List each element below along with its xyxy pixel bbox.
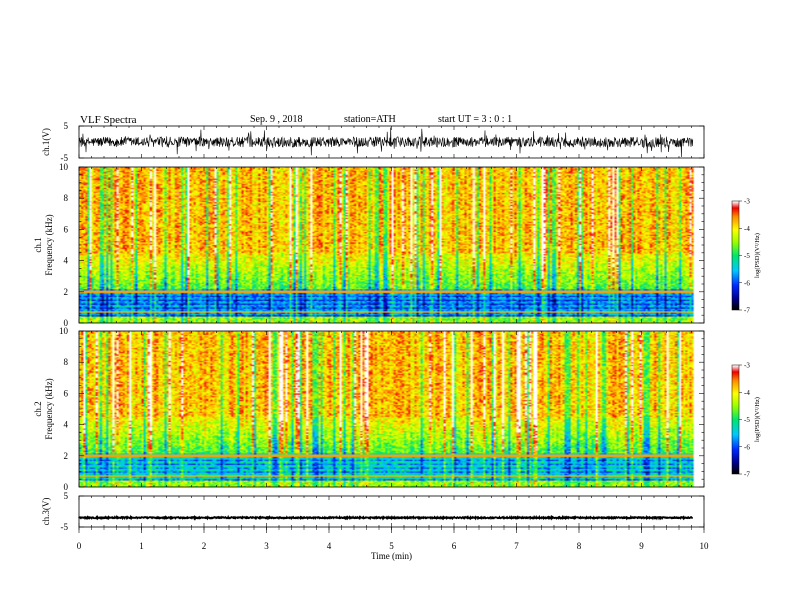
ch1-colorbar-tick: -5 xyxy=(744,252,750,260)
ch1-waveform-ylabel: ch.1(V) xyxy=(41,128,51,156)
ch3-waveform-ylabel: ch.3(V) xyxy=(41,498,51,526)
ch1-spectrogram-ytick: 10 xyxy=(59,162,69,172)
x-tick-label: 1 xyxy=(139,541,144,551)
ch2-spectrogram-ytick: 10 xyxy=(59,326,69,336)
waveform-series xyxy=(78,514,693,521)
start-time-label: start UT = 3 : 0 : 1 xyxy=(438,114,513,125)
ch2-colorbar-tick: -6 xyxy=(744,443,750,451)
ch2-colorbar-tick: -3 xyxy=(744,362,750,370)
ch1-spectrogram-ylabel-frequency: Frequency (kHz) xyxy=(44,214,54,275)
ch2-colorbar-label: log(PSD)(V²/Hz) xyxy=(754,397,761,442)
ch1-spectrogram-ytick: 8 xyxy=(64,193,69,203)
ch1-spectrogram-ytick: 6 xyxy=(64,224,69,234)
x-tick-label: 10 xyxy=(700,541,710,551)
ch1-colorbar xyxy=(732,201,739,310)
ch2-colorbar xyxy=(732,365,739,474)
ch2-spectrogram-ytick: 4 xyxy=(64,420,69,430)
x-tick-label: 6 xyxy=(452,541,457,551)
ch3-waveform-ytick: -5 xyxy=(61,522,69,532)
x-axis-label: Time (min) xyxy=(371,551,412,561)
ch2-spectrogram-ytick: 0 xyxy=(64,482,69,492)
ch3-waveform-ytick: 5 xyxy=(64,491,69,501)
ch2-colorbar-tick: -4 xyxy=(744,389,750,397)
recording-date: Sep. 9 , 2018 xyxy=(250,114,303,125)
ch1-colorbar-label: log(PSD)(V²/Hz) xyxy=(754,233,761,278)
waveform-series xyxy=(78,127,694,158)
x-tick-label: 9 xyxy=(639,541,644,551)
ch3-waveform-frame xyxy=(78,495,705,528)
spectrogram-image xyxy=(79,167,704,323)
station-label: station=ATH xyxy=(344,114,396,125)
ch1-colorbar-tick: -4 xyxy=(744,225,750,233)
ch2-spectrogram-ytick: 8 xyxy=(64,357,69,367)
x-tick-label: 3 xyxy=(264,541,269,551)
ch1-spectrogram-ytick: 4 xyxy=(64,256,69,266)
ch2-colorbar-tick: -5 xyxy=(744,416,750,424)
x-tick-label: 2 xyxy=(202,541,207,551)
ch2-spectrogram-ylabel-frequency: Frequency (kHz) xyxy=(44,378,54,439)
ch1-waveform-ytick: -5 xyxy=(61,153,69,163)
chart-title: VLF Spectra xyxy=(80,114,137,126)
ch1-waveform-ytick: 5 xyxy=(64,121,69,131)
ch1-colorbar-tick: -3 xyxy=(744,198,750,206)
ch1-spectrogram-ytick: 2 xyxy=(64,287,69,297)
x-tick-label: 8 xyxy=(577,541,582,551)
ch2-spectrogram-ylabel-channel: ch.2 xyxy=(33,401,43,416)
x-tick-label: 7 xyxy=(514,541,519,551)
ch1-spectrogram-ylabel-channel: ch.1 xyxy=(33,237,43,252)
spectrogram-image xyxy=(79,331,704,487)
x-tick-label: 5 xyxy=(389,541,394,551)
ch1-colorbar-tick: -7 xyxy=(744,307,750,315)
x-tick-label: 4 xyxy=(327,541,332,551)
ch1-spectrogram-ytick: 0 xyxy=(64,318,69,328)
ch2-colorbar-tick: -7 xyxy=(744,471,750,479)
ch2-spectrogram-ytick: 6 xyxy=(64,388,69,398)
ch1-colorbar-tick: -6 xyxy=(744,279,750,287)
ch2-spectrogram-ytick: 2 xyxy=(64,451,69,461)
x-tick-label: 0 xyxy=(77,541,82,551)
